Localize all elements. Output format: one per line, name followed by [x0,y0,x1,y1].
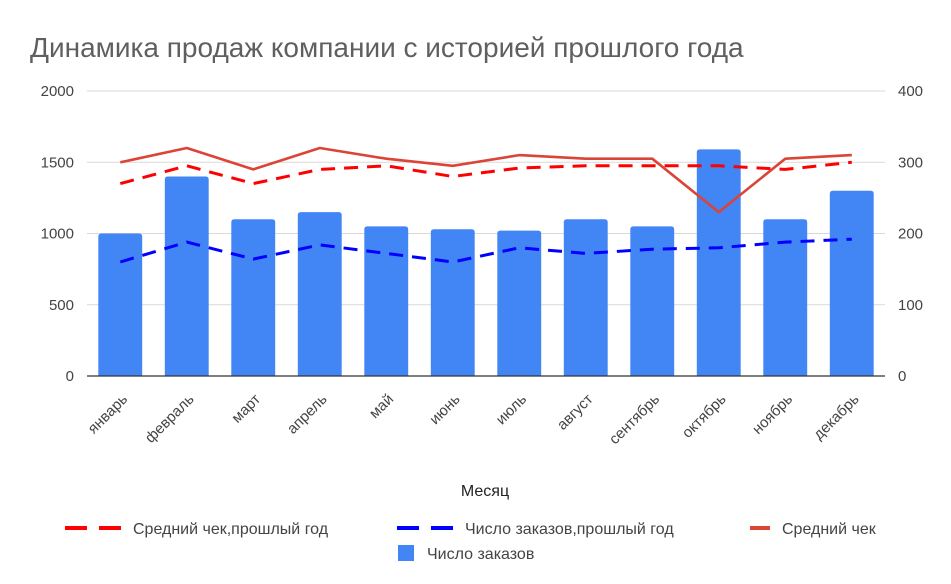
y-tick-label-left: 1500 [41,154,74,171]
x-tick-label: июнь [426,391,463,428]
bar-май [364,226,409,376]
gridlines [87,90,885,306]
bars-group [98,149,874,376]
legend-label: Средний чек,прошлый год [133,521,329,538]
y-axis-left: 0 500 1000 1500 2000 [41,83,74,385]
x-tick-label: август [554,391,597,434]
bar-июнь [430,229,475,376]
x-tick-label: январь [85,391,132,438]
x-axis-title: Месяц [461,483,509,500]
x-tick-label: июль [493,391,531,429]
y-tick-label-right: 400 [898,83,923,100]
y-tick-label-right: 300 [898,154,923,171]
lines-group [119,146,852,264]
bar-сентябрь [630,226,675,376]
bar-январь [98,233,143,376]
bar-декабрь [829,190,874,376]
y-tick-label-right: 100 [898,297,923,314]
x-tick-label: октябрь [679,391,730,442]
legend: Средний чек,прошлый год Число заказов,про… [65,521,877,563]
line-Средний чек,прошлый год [119,160,852,186]
bar-август [563,219,608,376]
y-tick-label-left: 0 [66,368,74,385]
line-Число заказов,прошлый год [119,237,852,264]
x-tick-label: май [366,391,397,422]
y-tick-label-left: 1000 [41,226,74,243]
y-tick-label-left: 2000 [41,83,74,100]
y-tick-label-right: 0 [898,368,906,385]
bar-октябрь [696,149,741,376]
chart-title: Динамика продаж компании с историей прош… [30,32,744,63]
y-tick-label-left: 500 [49,297,74,314]
legend-label: Число заказов [427,546,534,563]
x-tick-label: апрель [284,391,331,438]
x-tick-label: март [228,391,264,427]
bar-апрель [297,212,342,376]
x-axis: январь февраль март апрель май июнь июль август… [85,375,885,448]
bar-июль [497,230,542,376]
x-tick-label: ноябрь [749,391,796,438]
x-tick-label: декабрь [810,391,863,444]
legend-label: Средний чек [782,521,877,538]
legend-label: Число заказов,прошлый год [465,521,674,538]
y-tick-label-right: 200 [898,226,923,243]
legend-swatch [398,545,414,561]
line-Средний чек [120,146,852,214]
x-tick-label: февраль [142,391,198,447]
bar-февраль [164,176,209,376]
bar-ноябрь [763,219,808,376]
x-tick-label: сентябрь [606,391,663,448]
y-axis-right: 0 100 200 300 400 [898,83,923,385]
bar-март [231,219,276,376]
